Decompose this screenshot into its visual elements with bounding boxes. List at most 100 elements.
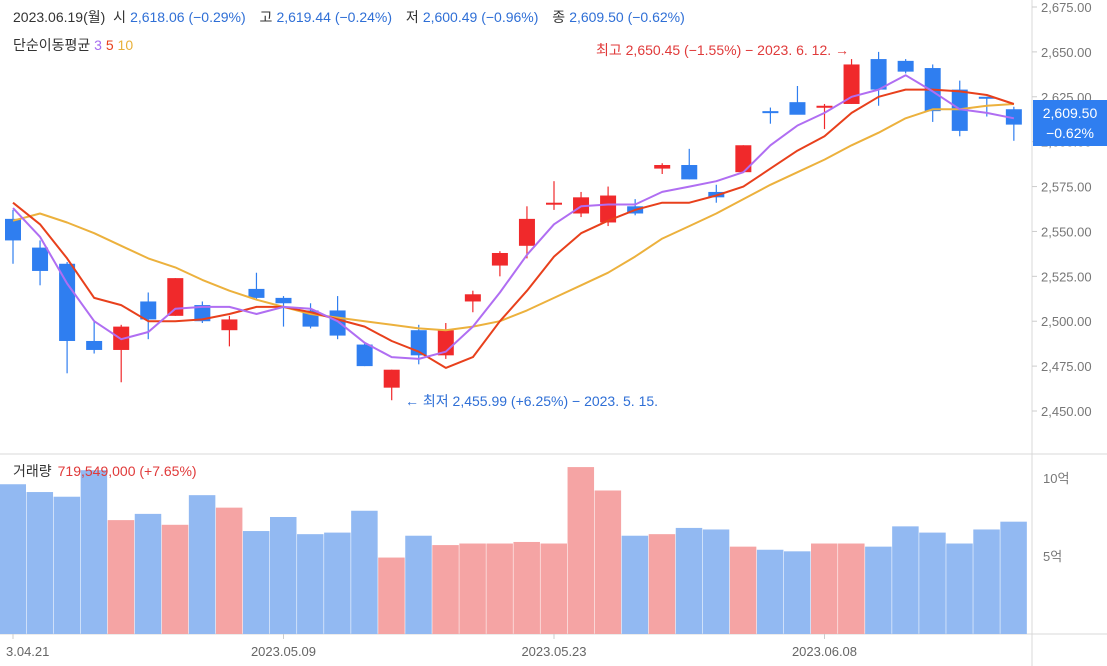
volume-bar xyxy=(459,543,486,634)
price-tick-label: 2,650.00 xyxy=(1041,45,1092,60)
candle-body xyxy=(491,252,508,266)
price-tick-label: 2,450.00 xyxy=(1041,404,1092,419)
current-price-badge: 2,609.50 −0.62% xyxy=(1033,100,1107,146)
candle-body xyxy=(518,218,535,246)
volume-bar xyxy=(0,484,26,634)
current-change: −0.62% xyxy=(1046,125,1094,141)
candle-body xyxy=(654,165,671,169)
volume-bar xyxy=(405,535,432,634)
volume-bar xyxy=(892,526,919,634)
ma5-legend: 5 xyxy=(105,37,114,53)
volume-bar xyxy=(811,543,838,634)
time-axis-label: 2023.06.08 xyxy=(792,644,857,659)
volume-bar xyxy=(324,532,351,634)
candle-body xyxy=(789,102,806,115)
candle-body xyxy=(59,263,76,341)
price-tick-label: 2,500.00 xyxy=(1041,314,1092,329)
volume-bar xyxy=(242,531,270,634)
candle-body xyxy=(816,105,833,108)
volume-bar xyxy=(838,543,865,634)
high-label: 고 xyxy=(259,9,273,25)
price-tick-label: 2,550.00 xyxy=(1041,224,1092,239)
candle-body xyxy=(32,247,49,271)
candle-body xyxy=(383,369,400,388)
candle-body xyxy=(843,64,860,104)
volume-bar xyxy=(567,467,595,634)
candle-body xyxy=(275,297,292,304)
volume-bar xyxy=(594,490,622,634)
volume-bar xyxy=(702,529,730,634)
volume-tick-label: 10억 xyxy=(1043,471,1069,486)
volume-bar xyxy=(80,470,108,634)
candle-body xyxy=(1005,109,1022,125)
current-price: 2,609.50 xyxy=(1042,105,1098,121)
candle-body xyxy=(329,310,346,336)
volume-bar xyxy=(297,534,324,634)
volume-bar xyxy=(188,495,216,634)
volume-bar xyxy=(351,510,378,634)
close-label: 종 xyxy=(552,9,566,25)
volume-bar xyxy=(621,535,649,634)
ma-legend-label: 단순이동평균 xyxy=(13,37,91,53)
candle-body xyxy=(546,202,562,205)
volume-bar xyxy=(1000,521,1027,634)
volume-header: 거래량 719,549,000 (+7.65%) xyxy=(13,461,197,481)
volume-tick-label: 5억 xyxy=(1043,549,1062,564)
volume-bar xyxy=(161,524,189,634)
open-label: 시 xyxy=(113,9,127,25)
price-tick-label: 2,675.00 xyxy=(1041,0,1092,15)
candle-body xyxy=(897,60,914,72)
volume-bar xyxy=(865,546,892,634)
volume-bar xyxy=(270,517,297,634)
volume-bar xyxy=(973,529,1000,634)
ohlc-header: 2023.06.19(월) 시 2,618.06 (−0.29%) 고 2,619.… xyxy=(13,7,695,27)
high-value: 2,619.44 (−0.24%) xyxy=(276,9,393,25)
candle-body xyxy=(167,278,184,316)
volume-bar xyxy=(486,543,513,634)
candle-body xyxy=(464,294,481,302)
price-tick-label: 2,525.00 xyxy=(1041,269,1092,284)
candle-body xyxy=(762,111,779,114)
open-value: 2,618.06 (−0.29%) xyxy=(130,9,246,25)
volume-bar xyxy=(946,543,973,634)
low-annotation: ← 최저 2,455.99 (+6.25%) − 2023. 5. 15. xyxy=(405,393,659,409)
volume-bar xyxy=(756,549,784,634)
volume-bar xyxy=(215,507,243,634)
ma3-line xyxy=(12,74,1015,360)
candle-body xyxy=(681,165,698,180)
candle-body xyxy=(356,344,373,367)
header-date: 2023.06.19(월) xyxy=(13,9,106,25)
ma-legend[interactable]: 단순이동평균 3 5 10 xyxy=(13,35,133,55)
volume-bar xyxy=(675,527,703,634)
time-axis-label: 3.04.21 xyxy=(6,644,49,659)
volume-value: 719,549,000 (+7.65%) xyxy=(57,463,197,479)
ma10-line xyxy=(12,103,1014,332)
volume-bar xyxy=(783,551,811,634)
close-value: 2,609.50 (−0.62%) xyxy=(569,9,685,25)
candle-body xyxy=(86,340,103,350)
low-label: 저 xyxy=(405,9,419,25)
high-annotation: 최고 2,650.45 (−1.55%) − 2023. 6. 12. → xyxy=(596,42,850,58)
volume-bar xyxy=(648,534,676,634)
price-tick-label: 2,575.00 xyxy=(1041,180,1092,195)
candle-body xyxy=(735,145,752,173)
candle-body xyxy=(194,305,211,322)
time-axis-label: 2023.05.09 xyxy=(251,644,316,659)
volume-bar xyxy=(729,546,757,634)
candle-body xyxy=(221,319,238,331)
volume-bar xyxy=(26,492,54,634)
time-axis-label: 2023.05.23 xyxy=(521,644,586,659)
volume-label: 거래량 xyxy=(13,463,52,479)
volume-bar xyxy=(53,496,81,634)
candle-body xyxy=(870,59,887,90)
volume-bar xyxy=(107,520,135,634)
ma3-legend: 3 xyxy=(94,37,102,53)
volume-bar xyxy=(378,557,405,634)
candle-body xyxy=(140,301,157,320)
volume-bar xyxy=(513,541,540,634)
volume-bar xyxy=(540,543,567,634)
ma5-line xyxy=(12,88,1015,369)
candle-body xyxy=(248,288,265,298)
volume-bar xyxy=(919,532,946,634)
